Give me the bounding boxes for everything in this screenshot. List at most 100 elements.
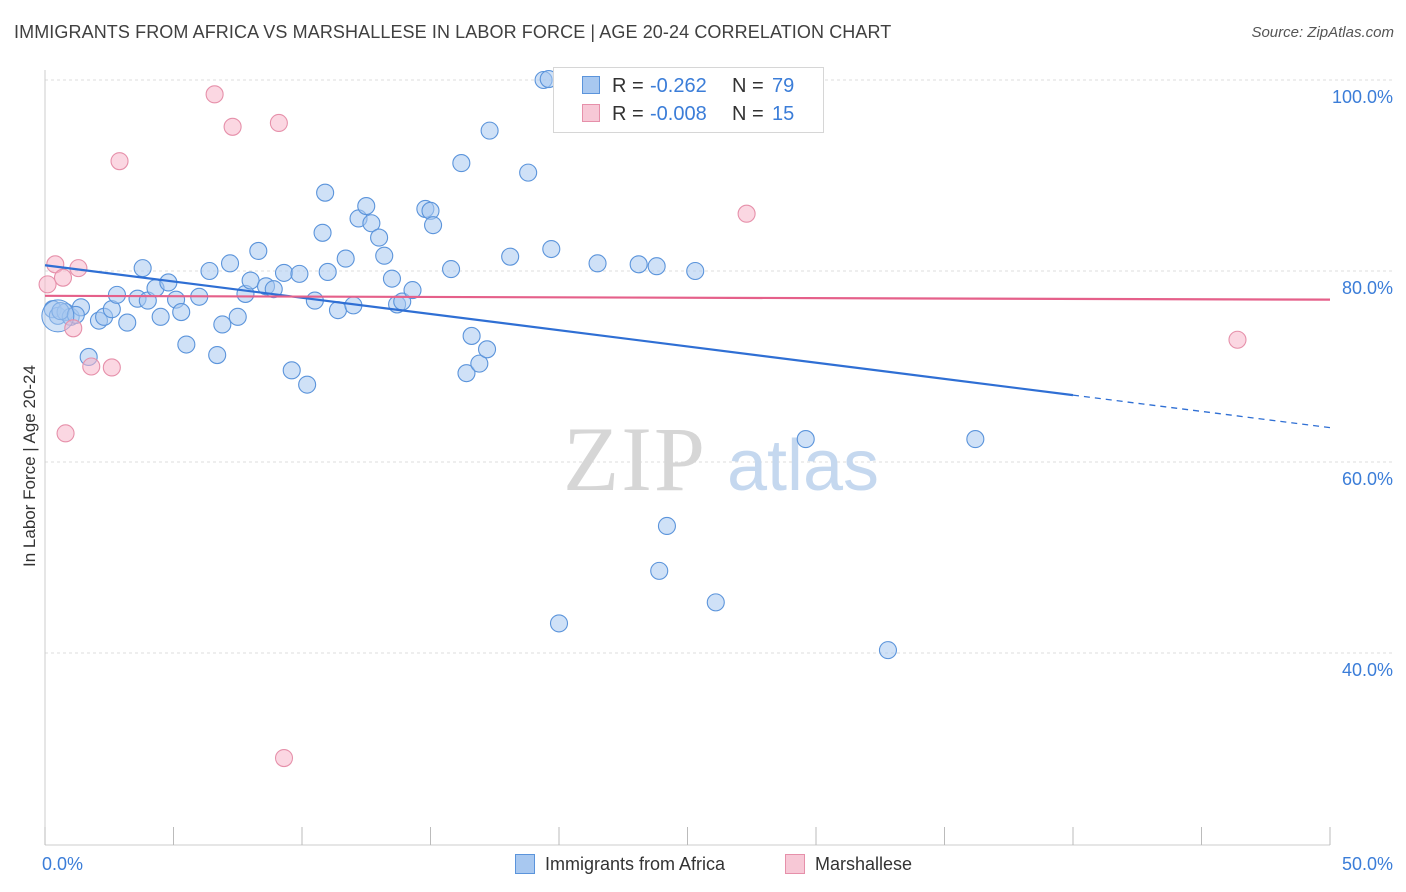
correlation-legend: R = -0.262 N = 79 R = -0.008 N = 15 <box>553 67 824 133</box>
data-point-marshallese <box>38 275 57 294</box>
data-point-africa <box>424 216 443 235</box>
series-marshallese <box>38 85 1247 768</box>
data-point-africa <box>274 263 294 282</box>
y-tick-label: 40.0% <box>1342 660 1393 680</box>
data-point-africa <box>629 255 648 274</box>
bottom-legend-marshallese: Marshallese <box>785 852 912 876</box>
legend-row-marshallese: R = -0.008 N = 15 <box>612 102 794 126</box>
legend-swatch-africa <box>582 76 600 94</box>
legend-n-value: 15 <box>772 102 795 125</box>
legend-r-label: R = <box>612 74 644 97</box>
data-point-africa <box>686 261 705 281</box>
data-point-africa <box>336 249 355 268</box>
data-point-marshallese <box>269 113 288 133</box>
data-point-africa <box>477 340 497 359</box>
data-point-africa <box>966 430 985 449</box>
trend-lines <box>44 264 1331 429</box>
series-immigrants-from-africa <box>41 69 985 660</box>
data-point-africa <box>328 301 348 320</box>
data-point-africa <box>357 197 376 216</box>
legend-r-value: -0.008 <box>650 102 707 125</box>
source-label: Source: ZipAtlas.com <box>1251 24 1394 41</box>
data-point-marshallese <box>53 268 73 287</box>
data-point-africa <box>796 430 815 449</box>
data-point-africa <box>228 307 247 326</box>
data-point-africa <box>462 326 481 345</box>
y-tick-label: 80.0% <box>1342 278 1393 298</box>
data-point-africa <box>220 254 240 273</box>
data-point-africa <box>172 303 191 322</box>
legend-r-label: R = <box>612 102 644 125</box>
bottom-legend-swatch-marshallese <box>785 854 805 874</box>
data-point-africa <box>177 335 196 354</box>
tick-labels: 100.0% 80.0% 60.0% 40.0% 0.0% 50.0% <box>42 87 1393 874</box>
data-point-marshallese <box>110 152 129 171</box>
data-point-africa <box>313 223 332 242</box>
data-point-africa <box>480 121 499 140</box>
data-point-africa <box>208 345 227 365</box>
data-point-africa <box>133 259 152 278</box>
trend-line-marshallese <box>44 294 1331 301</box>
legend-n-value: 79 <box>772 74 795 97</box>
data-point-marshallese <box>82 357 101 376</box>
watermark: ZIP atlas <box>563 408 879 510</box>
bottom-legend-swatch-africa <box>515 854 535 874</box>
x-tick-label: 50.0% <box>1342 854 1393 874</box>
data-point-marshallese <box>56 424 75 443</box>
data-point-africa <box>452 154 471 173</box>
data-point-africa <box>316 183 335 202</box>
y-tick-label: 100.0% <box>1332 87 1393 107</box>
data-point-marshallese <box>205 85 224 104</box>
data-point-africa <box>375 246 394 265</box>
y-axis-title: In Labor Force | Age 20-24 <box>20 365 39 567</box>
bottom-legend-label-africa: Immigrants from Africa <box>545 853 726 874</box>
data-point-africa <box>213 315 232 334</box>
data-point-africa <box>118 313 137 332</box>
data-point-africa <box>318 262 337 282</box>
data-point-africa <box>470 354 489 373</box>
data-point-marshallese <box>1228 330 1247 349</box>
data-point-africa <box>107 285 127 304</box>
chart-title: IMMIGRANTS FROM AFRICA VS MARSHALLESE IN… <box>14 22 892 42</box>
data-point-africa <box>382 269 402 288</box>
legend-n-label: N = <box>732 102 764 125</box>
data-point-africa <box>588 254 607 273</box>
data-point-africa <box>647 257 666 276</box>
bottom-legend-label-marshallese: Marshallese <box>815 853 913 874</box>
data-point-marshallese <box>223 117 242 136</box>
trend-line-africa-extension <box>1072 394 1331 429</box>
y-tick-label: 60.0% <box>1342 469 1393 489</box>
data-point-africa <box>151 307 170 326</box>
data-point-marshallese <box>737 204 756 223</box>
axes <box>44 70 1331 846</box>
data-point-africa <box>501 247 520 266</box>
data-point-africa <box>549 614 569 633</box>
data-point-africa <box>298 375 317 394</box>
data-point-africa <box>878 641 898 660</box>
data-point-africa <box>403 281 422 300</box>
data-point-africa <box>542 239 561 259</box>
data-point-africa <box>442 260 461 279</box>
data-point-africa <box>362 214 381 233</box>
trend-line-africa <box>44 264 1074 397</box>
watermark-zip: ZIP <box>563 408 707 510</box>
data-point-africa <box>706 593 725 612</box>
bottom-legend-africa: Immigrants from Africa <box>515 852 725 876</box>
data-point-marshallese <box>102 358 121 377</box>
data-point-africa <box>650 561 669 580</box>
x-tick-label: 0.0% <box>42 854 83 874</box>
data-point-africa <box>282 361 301 380</box>
legend-r-value: -0.262 <box>650 74 707 97</box>
grid-lines <box>45 79 1395 654</box>
data-point-africa <box>249 241 268 260</box>
data-point-marshallese <box>274 748 294 768</box>
data-point-africa <box>457 364 476 383</box>
data-point-africa <box>370 228 389 247</box>
legend-n-label: N = <box>732 74 764 97</box>
data-point-marshallese <box>64 319 83 338</box>
data-point-africa <box>657 516 676 536</box>
legend-row-africa: R = -0.262 N = 79 <box>612 74 794 98</box>
data-point-africa <box>290 264 309 283</box>
data-point-africa <box>241 271 260 290</box>
